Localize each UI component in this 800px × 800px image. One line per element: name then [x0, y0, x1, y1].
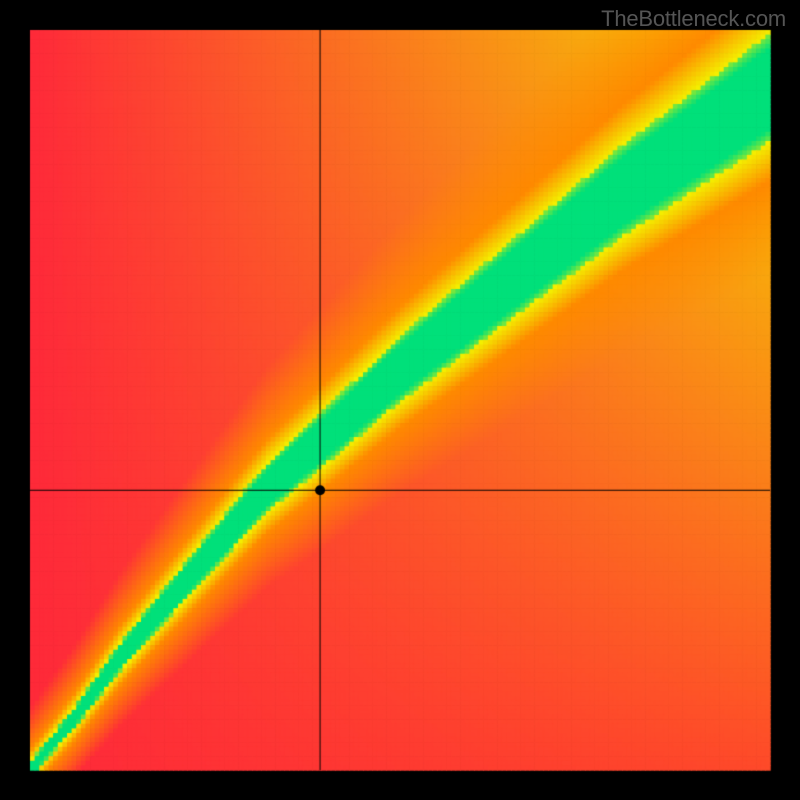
watermark-text: TheBottleneck.com — [601, 6, 786, 32]
heatmap-canvas — [0, 0, 800, 800]
chart-container: TheBottleneck.com — [0, 0, 800, 800]
